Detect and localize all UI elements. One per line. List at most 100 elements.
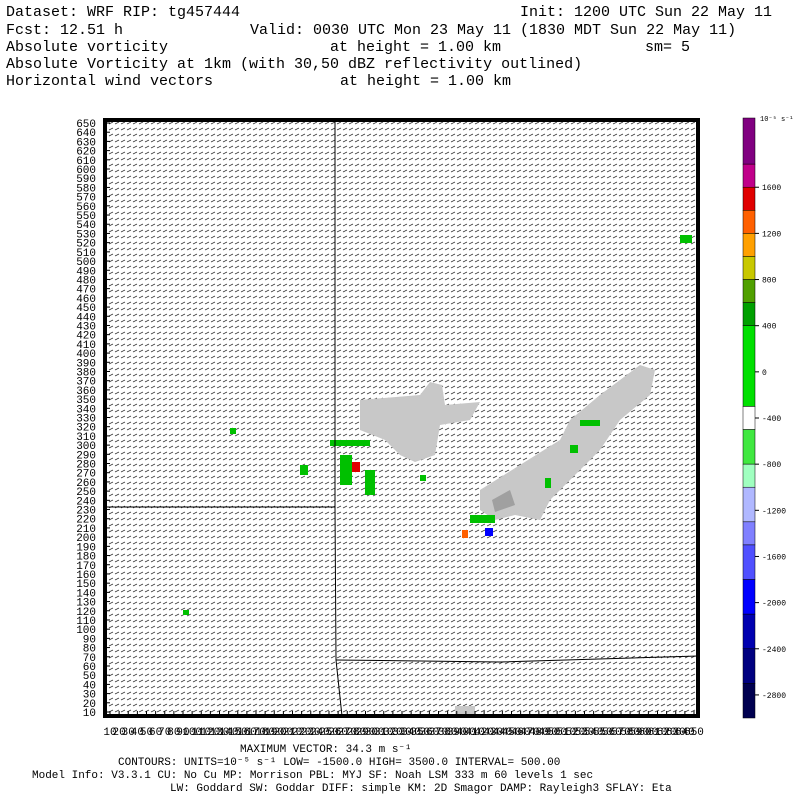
y-tick-label: 280 <box>76 460 96 472</box>
colorbar-tick-label: -2800 <box>762 692 786 701</box>
x-tick-label: 170 <box>246 727 266 739</box>
colorbar-tick-label: -400 <box>762 415 781 424</box>
x-tick-label: 430 <box>483 727 503 739</box>
colorbar-tick-label: -1600 <box>762 553 786 562</box>
x-tick-label: 470 <box>520 727 540 739</box>
y-tick-label: 300 <box>76 441 96 453</box>
colorbar-segment <box>742 279 756 303</box>
y-tick-label: 20 <box>83 699 96 711</box>
y-tick-label: 570 <box>76 193 96 205</box>
valid: Valid: 0030 UTC Mon 23 May 11 (1830 MDT … <box>250 22 736 39</box>
x-tick-label: 590 <box>629 727 649 739</box>
colorbar-segment <box>742 648 756 684</box>
colorbar-segment <box>742 579 756 615</box>
x-tick-label: 320 <box>383 727 403 739</box>
y-tick-label: 340 <box>76 404 96 416</box>
colorbar-segment <box>742 325 756 407</box>
x-tick-label: 280 <box>346 727 366 739</box>
x-tick-label: 120 <box>200 727 220 739</box>
model-info: Model Info: V3.3.1 CU: No Cu MP: Morriso… <box>32 770 593 782</box>
smooth: sm= 5 <box>645 39 690 56</box>
field: Horizontal wind vectors <box>6 73 213 90</box>
x-tick-label: 340 <box>401 727 421 739</box>
x-tick-label: 610 <box>648 727 668 739</box>
y-tick-label: 520 <box>76 239 96 251</box>
y-tick-label: 220 <box>76 515 96 527</box>
y-tick-label: 260 <box>76 478 96 490</box>
y-tick-label: 80 <box>83 644 96 656</box>
contours: CONTOURS: UNITS=10⁻⁵ s⁻¹ LOW= -1500.0 HI… <box>118 757 560 769</box>
x-tick-label: 460 <box>511 727 531 739</box>
y-tick-label: 110 <box>76 616 96 628</box>
y-tick-label: 270 <box>76 469 96 481</box>
y-tick-label: 60 <box>83 662 96 674</box>
y-tick-label: 200 <box>76 533 96 545</box>
max-vector: MAXIMUM VECTOR: 34.3 m s⁻¹ <box>240 744 412 756</box>
x-tick-label: 560 <box>602 727 622 739</box>
x-tick-label: 500 <box>547 727 567 739</box>
y-tick-label: 650 <box>76 119 96 131</box>
y-tick-label: 420 <box>76 331 96 343</box>
x-tick-label: 540 <box>584 727 604 739</box>
x-tick-label: 30 <box>122 727 135 739</box>
dataset: Dataset: WRF RIP: tg457444 <box>6 4 240 21</box>
y-tick-label: 430 <box>76 321 96 333</box>
y-tick-label: 450 <box>76 303 96 315</box>
x-tick-label: 110 <box>191 727 211 739</box>
colorbar-segment <box>742 613 756 650</box>
y-tick-label: 460 <box>76 294 96 306</box>
x-tick-label: 410 <box>465 727 485 739</box>
x-tick-label: 440 <box>492 727 512 739</box>
x-tick-label: 420 <box>474 727 494 739</box>
y-tick-label: 50 <box>83 671 96 683</box>
colorbar-units: 10⁻⁵ s⁻¹ <box>760 116 794 124</box>
y-tick-label: 290 <box>76 450 96 462</box>
colorbar-segment <box>742 463 756 488</box>
height: at height = 1.00 km <box>340 73 511 90</box>
y-tick-label: 590 <box>76 174 96 186</box>
y-tick-label: 170 <box>76 561 96 573</box>
x-tick-label: 200 <box>273 727 293 739</box>
colorbar-segment <box>742 683 756 719</box>
x-tick-label: 530 <box>575 727 595 739</box>
vorticity-max <box>462 530 468 538</box>
y-tick-label: 380 <box>76 367 96 379</box>
reflectivity <box>360 365 655 716</box>
y-tick-label: 350 <box>76 395 96 407</box>
field: Absolute Vorticity at 1km (with 30,50 dB… <box>6 56 582 73</box>
y-tick-label: 230 <box>76 506 96 518</box>
x-tick-label: 450 <box>502 727 522 739</box>
y-tick-label: 400 <box>76 349 96 361</box>
x-tick-label: 620 <box>657 727 677 739</box>
y-tick-label: 210 <box>76 524 96 536</box>
y-tick-label: 10 <box>83 708 96 720</box>
x-tick-label: 370 <box>429 727 449 739</box>
y-tick-label: 70 <box>83 653 96 665</box>
y-tick-label: 630 <box>76 137 96 149</box>
y-tick-label: 140 <box>76 588 96 600</box>
boundaries <box>105 120 699 717</box>
x-tick-label: 220 <box>292 727 312 739</box>
x-tick-label: 230 <box>301 727 321 739</box>
y-tick-label: 360 <box>76 386 96 398</box>
y-tick-label: 90 <box>83 634 96 646</box>
colorbar-segment <box>742 210 756 234</box>
x-tick-label: 70 <box>158 727 171 739</box>
colorbar-tick-label: 800 <box>762 277 777 286</box>
x-tick-label: 330 <box>392 727 412 739</box>
colorbar-segment <box>742 486 756 523</box>
y-tick-label: 330 <box>76 414 96 426</box>
y-tick-label: 480 <box>76 275 96 287</box>
colorbar-segment <box>742 302 756 326</box>
y-tick-label: 100 <box>76 625 96 637</box>
x-tick-label: 100 <box>182 727 202 739</box>
x-tick-label: 190 <box>264 727 284 739</box>
y-tick-label: 310 <box>76 432 96 444</box>
colorbar-segment <box>742 544 756 580</box>
vorticity-max <box>352 462 360 472</box>
x-tick-label: 270 <box>337 727 357 739</box>
x-tick-label: 300 <box>365 727 385 739</box>
x-tick-label: 240 <box>310 727 330 739</box>
colorbar-segment <box>742 117 756 165</box>
